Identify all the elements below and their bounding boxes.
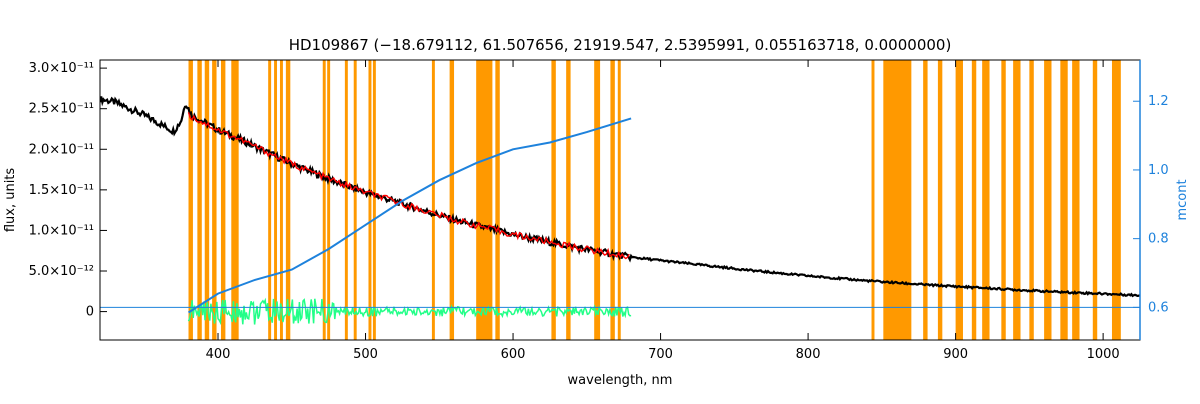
series-mcont [187,117,632,314]
masked-band-11 [327,60,331,340]
masked-band-30 [971,60,977,340]
y-tick-label: 3.0×10⁻¹¹ [29,61,94,76]
x-axis: 400 500 600 700 800 900 1000 [206,60,1120,362]
masked-band-15 [372,60,376,340]
masked-band-24 [617,60,621,340]
masked-band-31 [982,60,990,340]
masked-band-26 [883,60,912,340]
y2-tick-label: 0.8 [1148,232,1169,247]
y2-axis-label: mcont [1175,179,1190,220]
y-axis-label: flux, units [3,168,18,233]
masked-band-8 [279,60,283,340]
y-tick-label: 0 [86,305,94,320]
masked-band-32 [1001,60,1006,340]
masked-band-27 [923,60,928,340]
masked-band-33 [1013,60,1021,340]
masked-band-23 [610,60,615,340]
masked-band-36 [1060,60,1068,340]
x-tick-label: 700 [648,347,673,362]
x-tick-label: 800 [796,347,821,362]
masked-band-25 [871,60,875,340]
masked-band-21 [566,60,571,340]
y2-tick-label: 0.6 [1148,300,1169,315]
masked-band-0 [188,60,193,340]
x-tick-label: 600 [501,347,526,362]
x-axis-label: wavelength, nm [568,373,673,388]
x-tick-label: 500 [353,347,378,362]
masked-band-9 [285,60,291,340]
y2-tick-label: 1.2 [1148,94,1169,109]
y-tick-label: 2.5×10⁻¹¹ [29,102,94,117]
masked-band-13 [353,60,357,340]
masked-band-4 [220,60,226,340]
series-residuals [187,297,632,326]
x-tick-label: 1000 [1087,347,1120,362]
masked-band-29 [955,60,963,340]
series-lines [100,96,1140,326]
masked-band-38 [1092,60,1098,340]
masked-band-14 [368,60,372,340]
masked-bands [188,60,1121,340]
y-axis: 0 5.0×10⁻¹² 1.0×10⁻¹¹ 1.5×10⁻¹¹ 2.0×10⁻¹¹ 2.5… [29,61,107,320]
y2-axis: 0.6 0.8 1.0 1.2 [1133,60,1169,340]
masked-band-1 [197,60,202,340]
masked-band-2 [204,60,210,340]
masked-band-39 [1111,60,1121,340]
masked-band-18 [476,60,493,340]
y-tick-label: 1.5×10⁻¹¹ [29,183,94,198]
masked-band-17 [449,60,455,340]
masked-band-10 [322,60,326,340]
y-tick-label: 1.0×10⁻¹¹ [29,223,94,238]
masked-band-5 [231,60,239,340]
masked-band-35 [1044,60,1052,340]
masked-band-6 [268,60,272,340]
series-model [187,112,630,260]
masked-band-28 [937,60,943,340]
masked-band-37 [1072,60,1080,340]
y-tick-label: 5.0×10⁻¹² [29,264,94,279]
masked-band-3 [212,60,217,340]
y-tick-label: 2.0×10⁻¹¹ [29,142,94,157]
chart-title: HD109867 (−18.679112, 61.507656, 21919.5… [289,36,952,54]
masked-band-34 [1029,60,1034,340]
masked-band-16 [431,60,435,340]
masked-band-7 [274,60,278,340]
x-tick-label: 900 [943,347,968,362]
y2-tick-label: 1.0 [1148,163,1169,178]
masked-band-12 [344,60,348,340]
masked-band-19 [495,60,500,340]
x-tick-label: 400 [206,347,231,362]
masked-band-22 [594,60,601,340]
masked-band-20 [551,60,556,340]
